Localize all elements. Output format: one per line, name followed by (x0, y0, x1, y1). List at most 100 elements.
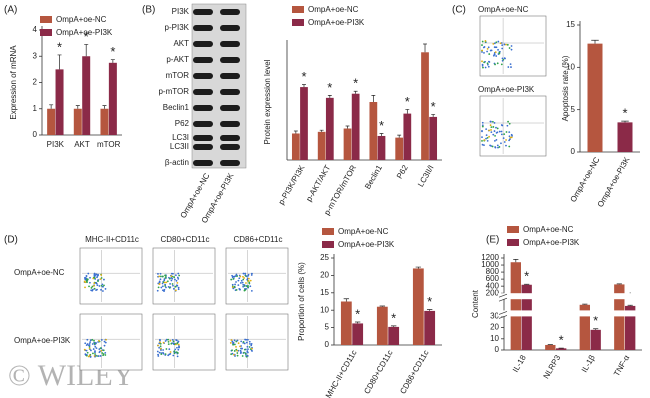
flow-event (100, 349, 103, 352)
flow-event (486, 50, 489, 53)
y-tick-label: 10 (490, 334, 499, 343)
flow-event (157, 273, 159, 275)
flow-event (158, 283, 161, 286)
error-bar (524, 283, 530, 285)
blot-band (220, 41, 240, 47)
flow-event (175, 279, 178, 282)
flow-event (172, 340, 175, 343)
flow-event (168, 277, 171, 280)
flow-event (160, 353, 163, 356)
flow-event (93, 272, 96, 275)
error-bar (405, 109, 410, 114)
significance-label: * (327, 80, 332, 95)
flow-event (174, 278, 176, 281)
y-tick-label: 800 (486, 267, 500, 276)
flow-event (158, 351, 161, 354)
flow-event (239, 288, 241, 291)
blot-label: LC3II (170, 142, 189, 151)
flow-event (481, 143, 484, 146)
flow-event (177, 340, 180, 343)
flow-event (246, 345, 249, 348)
flow-event (499, 42, 502, 45)
flow-event (507, 66, 510, 68)
flow-event (481, 136, 483, 139)
flow-event (158, 275, 161, 278)
x-tick-label: AKT (74, 140, 90, 149)
flow-event (91, 338, 94, 341)
flow-event (246, 338, 249, 341)
flow-event (496, 62, 499, 65)
flow-event (175, 284, 178, 287)
bar (429, 116, 438, 160)
blot-band (193, 121, 213, 127)
flow-event (167, 340, 170, 343)
legend-swatch (40, 16, 52, 23)
y-tick-label: 5 (325, 323, 330, 332)
flow-event (159, 341, 161, 344)
flow-event (495, 138, 498, 141)
x-tick-label: mTOR (97, 140, 121, 149)
y-tick-label: 1 (33, 104, 38, 113)
flow-event (169, 352, 172, 355)
bar (424, 310, 436, 345)
bar (100, 108, 109, 135)
error-bar (431, 114, 436, 117)
flow-event (85, 354, 88, 357)
flow-event (481, 44, 483, 46)
y-tick-label: 4 (33, 25, 38, 34)
flow-event (230, 353, 233, 356)
error-bar (49, 104, 54, 109)
flow-event (494, 146, 497, 149)
flow-event (159, 345, 162, 348)
flow-event (98, 285, 101, 287)
flow-event (90, 287, 93, 289)
bar (625, 305, 636, 350)
flow-event (163, 281, 166, 284)
flow-event (162, 352, 165, 355)
legend-swatch (40, 29, 52, 36)
flow-event (92, 352, 94, 355)
flow-event (497, 146, 499, 149)
flow-event (500, 133, 503, 136)
flow-event (103, 340, 106, 343)
error-bar (582, 303, 588, 305)
error-bar (371, 95, 376, 102)
flow-event (245, 338, 248, 341)
flow-event (93, 287, 96, 290)
flow-event (160, 349, 162, 351)
legend-label: OmpA+oe-PI3K (56, 28, 113, 37)
flow-plot (152, 313, 216, 371)
error-bar (57, 54, 62, 70)
flow-event (86, 278, 88, 281)
flow-event (164, 340, 167, 342)
legend-swatch (507, 239, 519, 246)
flow-event (230, 278, 233, 281)
flow-event (235, 281, 237, 283)
bar (369, 102, 378, 160)
y-axis-label: Protein expression level (263, 59, 272, 144)
flow-event (95, 347, 98, 350)
error-bar (75, 105, 80, 109)
flow-event (481, 60, 483, 63)
flow-event (486, 47, 489, 50)
flow-event (94, 353, 96, 355)
y-tick-label: 200 (486, 288, 500, 297)
flow-event (177, 343, 180, 346)
legend-swatch (507, 226, 519, 233)
flow-event (249, 285, 252, 288)
flow-event (243, 285, 246, 287)
flow-event (157, 355, 160, 357)
flow-event (169, 283, 171, 285)
bar (108, 62, 117, 135)
flow-event (495, 41, 498, 44)
flow-event (506, 43, 509, 46)
flow-column-label: MHC-II+CD11c (85, 235, 139, 244)
flow-event (248, 281, 251, 284)
bar (510, 262, 521, 350)
flow-event (173, 352, 176, 355)
flow-event (97, 280, 99, 283)
flow-row-label: OmpA+oe-PI3K (14, 336, 71, 345)
flow-event (481, 49, 484, 52)
flow-event (103, 284, 105, 287)
bar (617, 122, 633, 152)
